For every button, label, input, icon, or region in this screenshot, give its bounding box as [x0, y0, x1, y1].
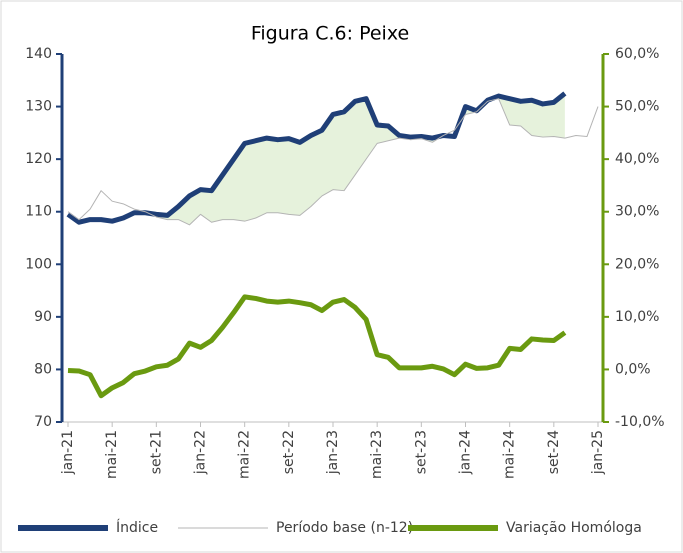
- legend-label: Índice: [116, 519, 158, 536]
- y2-tick-label: 50,0%: [615, 99, 659, 115]
- x-tick-label: mai-23: [369, 430, 385, 479]
- legend-label: Variação Homóloga: [506, 520, 642, 536]
- x-tick-label: jan-22: [193, 430, 209, 475]
- y2-tick-label: 10,0%: [615, 309, 659, 325]
- y2-tick-label: 60,0%: [615, 46, 659, 62]
- x-tick-label: set-21: [148, 430, 164, 474]
- x-tick-label: mai-21: [104, 430, 120, 479]
- y-tick-label: 110: [25, 204, 52, 220]
- series-line: [66, 91, 567, 225]
- series-line: [67, 98, 599, 226]
- x-tick-label: set-23: [413, 430, 429, 474]
- y2-tick-label: 40,0%: [615, 151, 659, 167]
- x-tick-label: set-22: [281, 430, 297, 474]
- x-tick-label: mai-24: [502, 430, 518, 479]
- y-tick-label: 140: [25, 46, 52, 62]
- y2-tick-label: 0,0%: [615, 361, 651, 377]
- chart-title: Figura C.6: Peixe: [251, 23, 409, 45]
- x-tick-label: mai-22: [237, 430, 253, 479]
- y-tick-label: 70: [34, 414, 52, 430]
- x-tick-label: jan-21: [60, 430, 76, 475]
- x-tick-label: jan-23: [325, 430, 341, 475]
- legend-label: Período base (n-12): [276, 520, 413, 536]
- x-tick-label: jan-24: [458, 430, 474, 475]
- y-tick-label: 80: [34, 361, 52, 377]
- x-tick-label: set-24: [546, 430, 562, 474]
- y-tick-label: 100: [25, 256, 52, 272]
- y2-tick-label: -10,0%: [615, 414, 665, 430]
- difference-area: [68, 93, 565, 225]
- y-tick-label: 120: [25, 151, 52, 167]
- y-tick-label: 130: [25, 99, 52, 115]
- y-tick-label: 90: [34, 309, 52, 325]
- y2-tick-label: 20,0%: [615, 256, 659, 272]
- series-line: [67, 294, 567, 399]
- x-tick-label: jan-25: [590, 430, 606, 475]
- y2-tick-label: 30,0%: [615, 204, 659, 220]
